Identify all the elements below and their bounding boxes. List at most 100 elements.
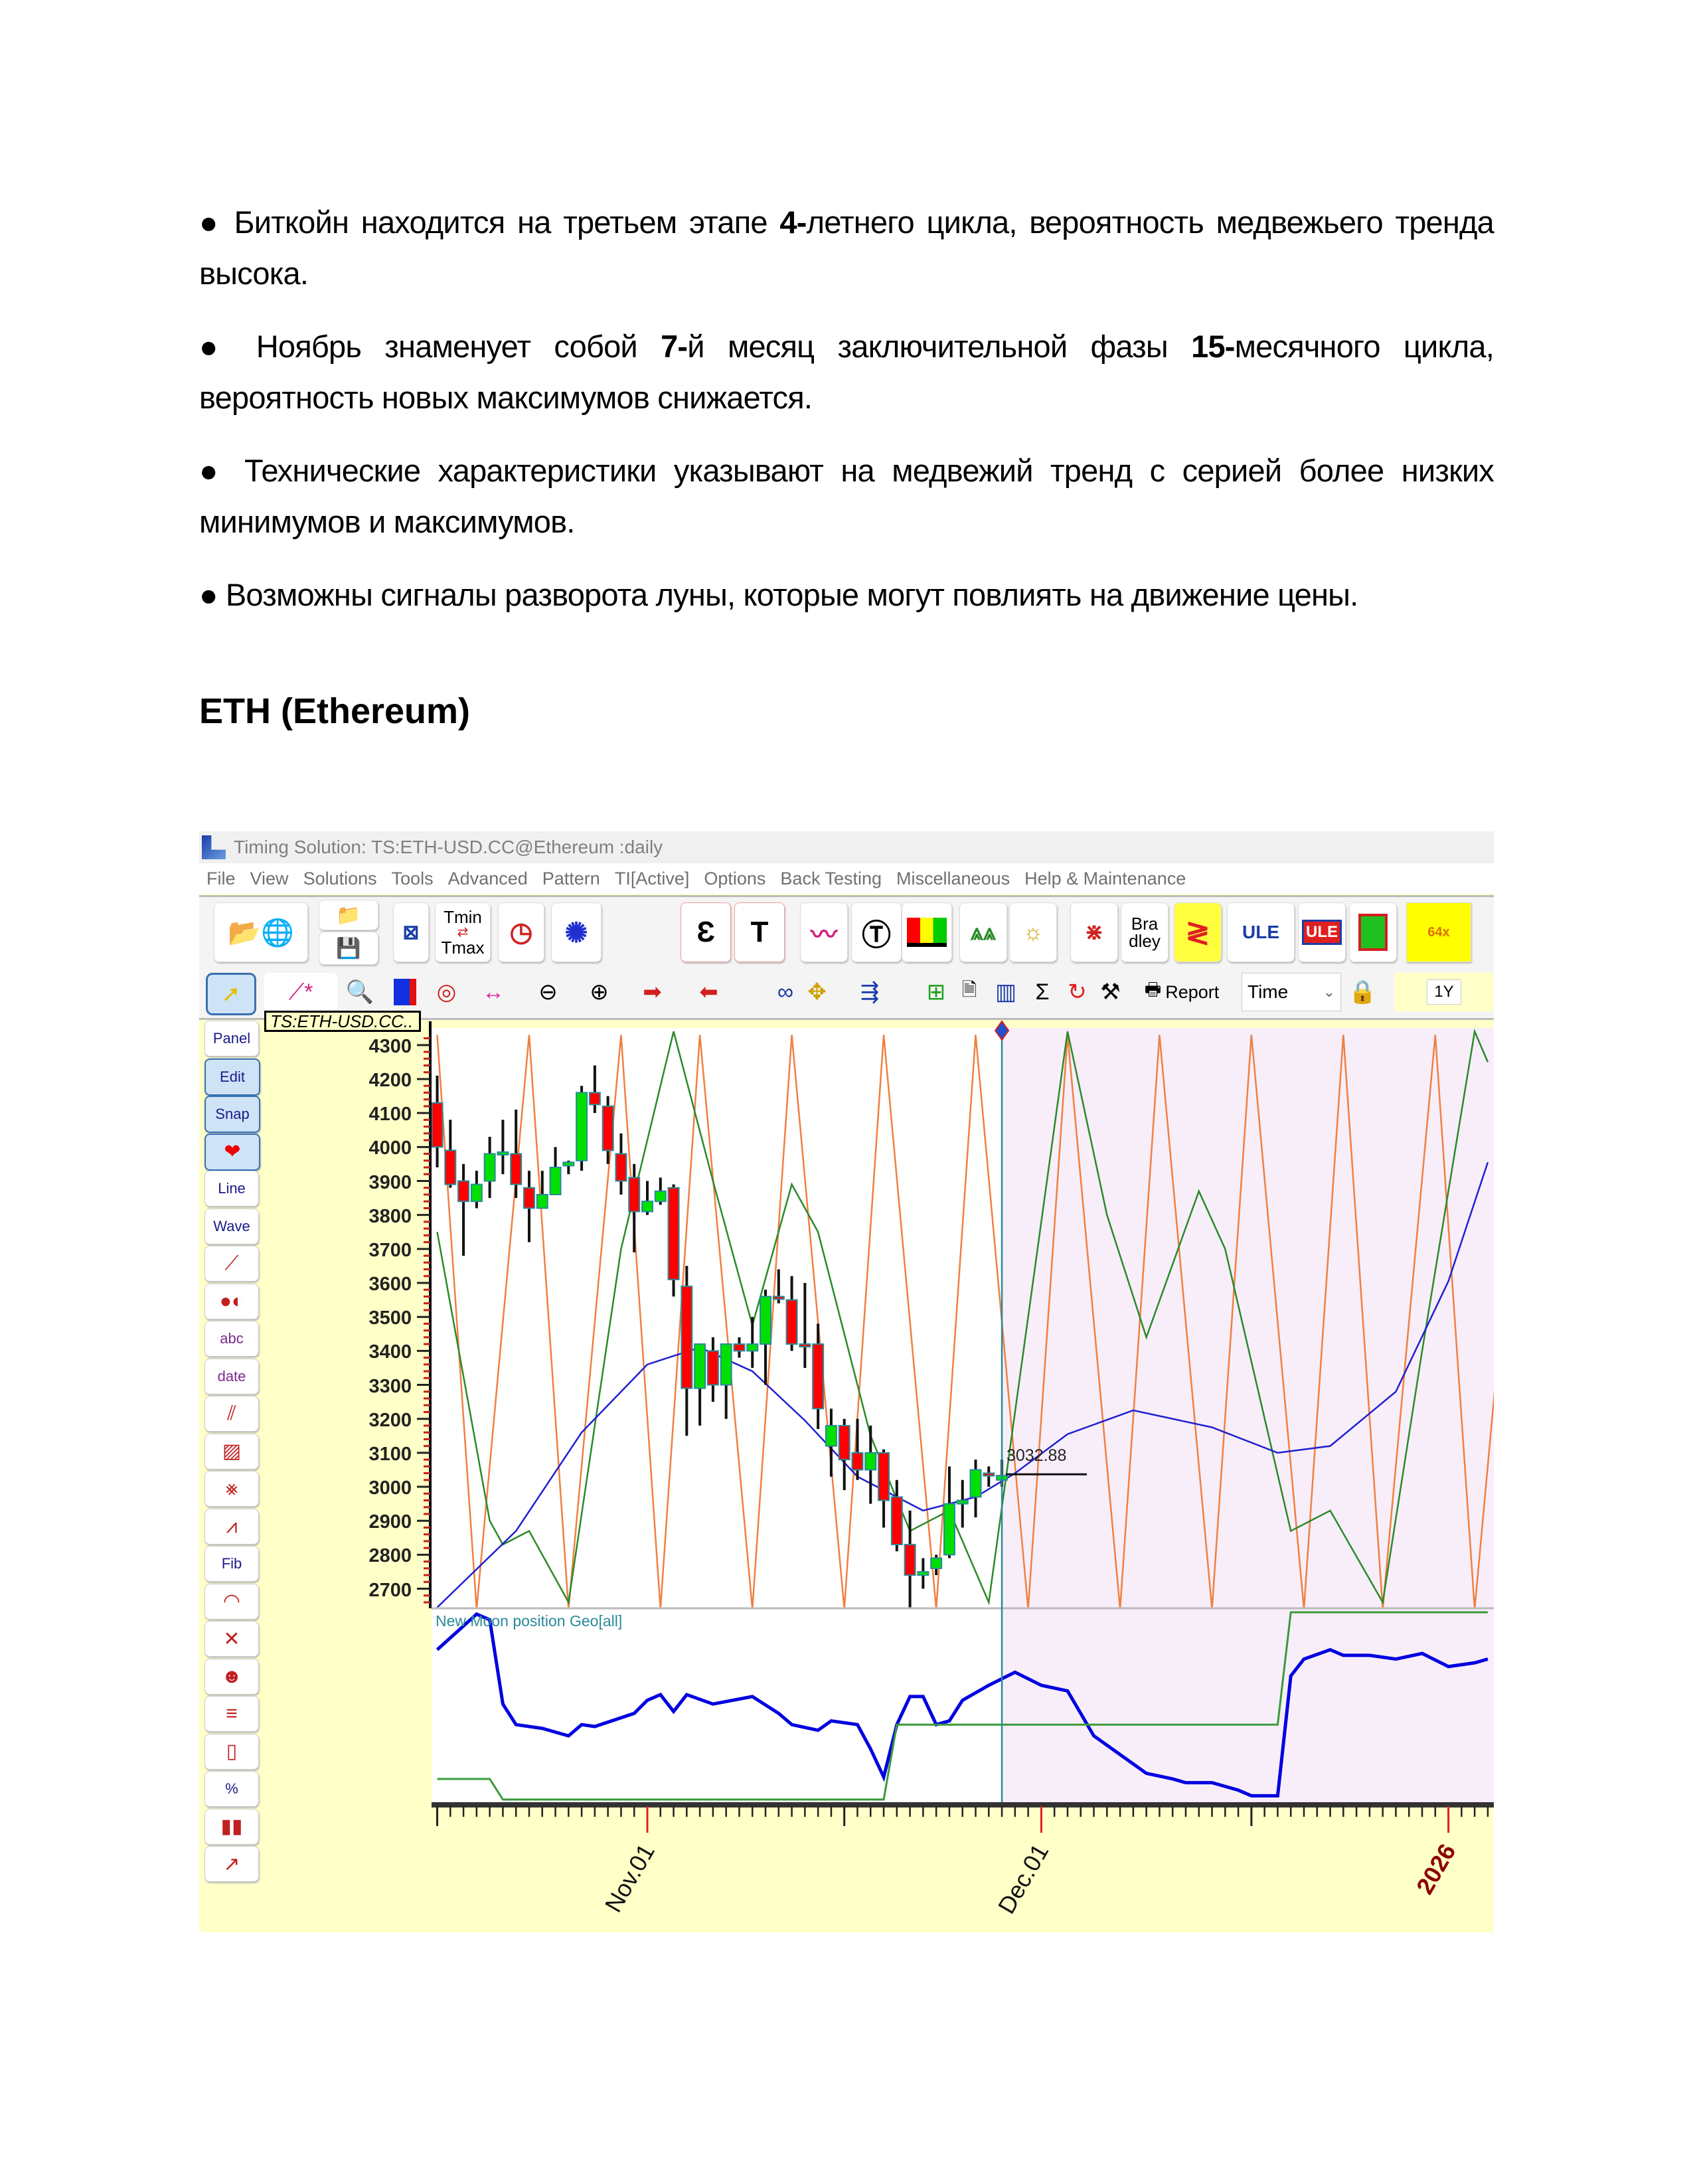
sidebar-panel-button[interactable]: Panel: [204, 1021, 259, 1056]
menu-tools[interactable]: Tools: [391, 868, 434, 888]
sidebar-snap-button[interactable]: Snap: [204, 1096, 260, 1133]
sidebar-calculator-button[interactable]: ▯: [204, 1733, 259, 1770]
zoom-in-button[interactable]: ⊕: [581, 973, 617, 1011]
sidebar-edit-button[interactable]: Edit: [204, 1058, 260, 1096]
sun-arrow-button[interactable]: ☼: [1009, 902, 1057, 962]
report-button[interactable]: 🖶 Report: [1132, 973, 1232, 1011]
sum-button[interactable]: Σ: [1029, 973, 1056, 1011]
cursor-price-label: 3032.88: [1007, 1446, 1067, 1465]
refresh-button[interactable]: ↻: [1062, 973, 1092, 1011]
sidebar-candles-button[interactable]: ▮▮: [204, 1808, 259, 1845]
lock-button[interactable]: 🔒: [1348, 973, 1378, 1011]
scroll-left-button[interactable]: ⬅: [690, 973, 727, 1011]
price-chart[interactable]: Nov.01 Dec.01 2026: [199, 831, 1494, 1932]
sidebar-date-button[interactable]: date: [204, 1358, 259, 1394]
candle-body: [523, 1187, 535, 1209]
menu-advanced[interactable]: Advanced: [447, 868, 528, 888]
document-icon: 🗎: [961, 979, 977, 1000]
scroll-right-button[interactable]: ➡: [634, 973, 671, 1011]
zoom-out-button[interactable]: ⊖: [530, 973, 566, 1011]
sidebar-lines-button[interactable]: ≡: [204, 1696, 259, 1732]
open-globe-button[interactable]: 📂🌐: [214, 902, 308, 962]
candle-body: [720, 1343, 732, 1386]
pointer-tool[interactable]: ➚: [206, 973, 256, 1015]
ule-red-button[interactable]: ULE: [1298, 902, 1346, 962]
menu-solutions[interactable]: Solutions: [303, 868, 377, 888]
sidebar-cross-lines-button[interactable]: ✕: [204, 1621, 259, 1657]
cycle-button[interactable]: ∞: [769, 973, 802, 1011]
t-wheel-button[interactable]: Ⓣ: [851, 902, 902, 962]
sidebar-planets-button[interactable]: ●◐: [204, 1283, 259, 1319]
menu-pattern[interactable]: Pattern: [542, 868, 600, 888]
sidebar-text-button[interactable]: abc: [204, 1321, 259, 1357]
zigzag-button[interactable]: ≷: [1174, 902, 1222, 962]
tmin-tmax-button[interactable]: Tmin ⇄ Tmax: [435, 902, 491, 962]
x-tool-button[interactable]: ⊠: [393, 902, 429, 962]
64x-button[interactable]: 64x: [1406, 902, 1471, 962]
save-button[interactable]: 💾: [319, 932, 378, 965]
sidebar-heart-button[interactable]: ❤: [204, 1133, 260, 1171]
sidebar-pattern-button[interactable]: ⩘: [204, 1508, 259, 1545]
range-1y-button[interactable]: 1Y: [1427, 979, 1461, 1005]
zoom-fit-button[interactable]: ◎: [428, 973, 465, 1011]
paragraph-text: ● Ноябрь знаменует собой: [199, 329, 661, 364]
candle-body: [667, 1187, 680, 1280]
menu-back-testing[interactable]: Back Testing: [780, 868, 882, 888]
sidebar-arcs-button[interactable]: ◠: [204, 1583, 259, 1620]
document-button[interactable]: 🗎: [956, 973, 983, 1011]
e-button[interactable]: Ɛ: [681, 902, 731, 962]
candle-body: [943, 1503, 955, 1556]
sidebar-channel-button[interactable]: ⫽: [204, 1396, 259, 1432]
t-button[interactable]: T: [734, 902, 785, 962]
line-tool[interactable]: ⟋*: [264, 973, 337, 1011]
stretch-button[interactable]: ↔: [470, 973, 517, 1011]
sidebar-arrow-button[interactable]: ↗: [204, 1846, 259, 1882]
sidebar-wave-button[interactable]: Wave: [204, 1208, 259, 1244]
clock-button[interactable]: ◷: [498, 902, 544, 962]
sidebar-percent-button[interactable]: %: [204, 1771, 259, 1807]
menu-options[interactable]: Options: [704, 868, 766, 888]
net-button[interactable]: ⋇: [1070, 902, 1118, 962]
sidebar-face-button[interactable]: ☻: [204, 1658, 259, 1695]
candle-body: [641, 1201, 653, 1213]
open-folder-button[interactable]: 📁: [319, 900, 378, 930]
candle-body: [799, 1343, 811, 1348]
curve-button[interactable]: 〰: [800, 902, 848, 962]
split-button[interactable]: ✥: [802, 973, 832, 1011]
crossed-box-icon: ⊠: [402, 921, 420, 944]
color-tool[interactable]: [388, 973, 422, 1011]
y-tick-label: 3100: [368, 1443, 412, 1465]
wheel-button[interactable]: ✺: [551, 902, 602, 962]
goto-end-button[interactable]: ⇶: [853, 973, 886, 1011]
chevron-down-icon: ⌄: [1323, 983, 1335, 1000]
triangles-button[interactable]: ⩓⩓: [959, 902, 1007, 962]
color-bar-button[interactable]: [902, 902, 952, 962]
bradley-button[interactable]: Bra dley: [1121, 902, 1169, 962]
candle-body: [812, 1343, 825, 1410]
ule-button[interactable]: ULE: [1227, 902, 1295, 962]
magnifier-tool[interactable]: 🔍: [340, 973, 380, 1011]
y-tick-label: 3200: [368, 1409, 412, 1431]
sidebar-grid-button[interactable]: ⨳: [204, 1471, 259, 1507]
t-circles-icon: T: [750, 916, 769, 948]
green-box-button[interactable]: [1349, 902, 1397, 962]
sidebar-fan-button[interactable]: ⟋: [204, 1246, 259, 1282]
sidebar-fib-button[interactable]: Fib: [204, 1546, 259, 1582]
sidebar-hatch-button[interactable]: ▨: [204, 1433, 259, 1470]
y-tick-label: 4200: [368, 1070, 412, 1091]
forecast-region: [1002, 1028, 1494, 1804]
y-tick-label: 4300: [368, 1035, 412, 1057]
sidebar-line-button[interactable]: Line: [204, 1171, 259, 1207]
menu-help[interactable]: Help & Maintenance: [1024, 868, 1186, 888]
menu-view[interactable]: View: [250, 868, 289, 888]
add-forecast-button[interactable]: ⊞: [920, 973, 953, 1011]
menu-file[interactable]: File: [206, 868, 236, 888]
tmin-label: Tmin: [443, 907, 482, 927]
tools-button[interactable]: ⚒: [1095, 973, 1125, 1011]
menu-ti-active[interactable]: TI[Active]: [614, 868, 690, 888]
menu-miscellaneous[interactable]: Miscellaneous: [896, 868, 1010, 888]
chart-button[interactable]: ▥: [989, 973, 1022, 1011]
time-select[interactable]: Time ⌄: [1242, 973, 1341, 1011]
sidebar-label: Panel: [212, 1030, 251, 1047]
heart-icon: ❤: [224, 1141, 241, 1163]
